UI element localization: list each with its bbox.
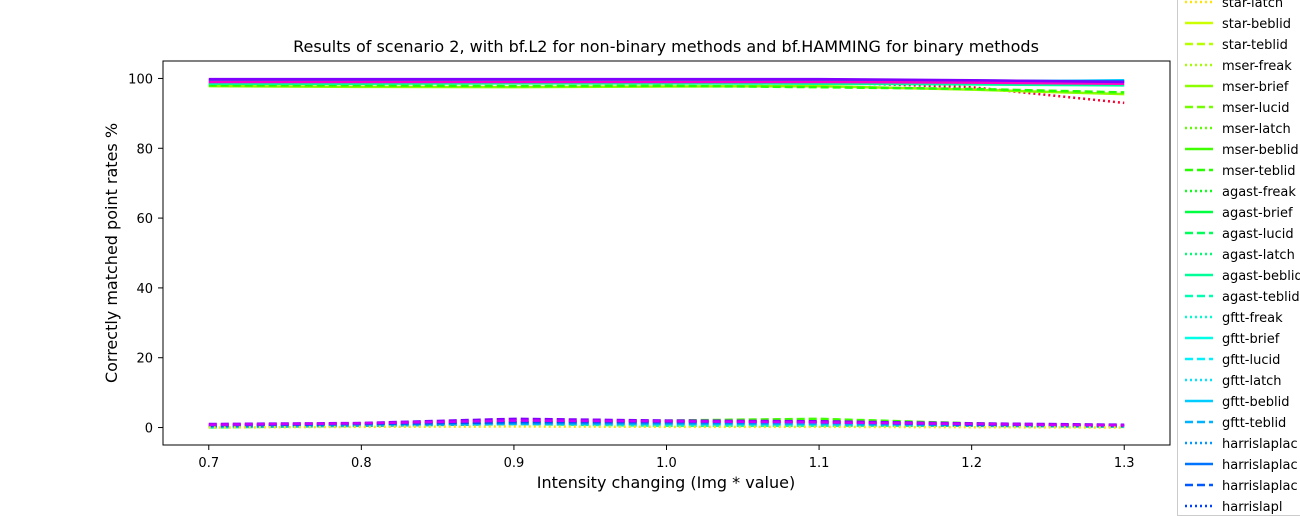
legend-entry-label: harrislaplac (1222, 437, 1298, 452)
legend-entry-label: agast-lucid (1222, 227, 1294, 242)
legend-entry-label: gftt-freak (1222, 311, 1283, 326)
y-axis-label: Correctly matched point rates % (102, 123, 121, 383)
legend-entry-label: gftt-lucid (1222, 353, 1280, 368)
series-line-8 (208, 77, 1125, 84)
legend-entry-label: star-beblid (1222, 17, 1291, 32)
legend-entry-label: agast-teblid (1222, 290, 1300, 305)
legend-entry-label: mser-beblid (1222, 143, 1299, 158)
legend-entry-label: agast-latch (1222, 248, 1295, 263)
series-line-15 (208, 419, 1125, 427)
series-line-7 (208, 80, 1125, 85)
legend-entry-label: agast-brief (1222, 206, 1293, 221)
legend-entry-label: gftt-teblid (1222, 416, 1286, 431)
legend-entry-label: agast-freak (1222, 185, 1296, 200)
x-tick-label: 0.7 (198, 456, 219, 471)
legend-entry-label: star-teblid (1222, 38, 1288, 53)
y-tick-label: 0 (145, 422, 153, 437)
legend-entry-label: mser-teblid (1222, 164, 1295, 179)
series-line-2 (208, 84, 1125, 96)
series-line-4 (208, 82, 1125, 87)
legend-entry-label: gftt-latch (1222, 374, 1282, 389)
y-tick-label: 80 (136, 142, 153, 157)
y-tick-label: 60 (136, 212, 153, 227)
legend-svg: star-latch star-beblid star-teblid mser-fre… (1185, 0, 1300, 515)
legend-entry-label: mser-latch (1222, 122, 1291, 137)
chart-title: Results of scenario 2, with bf.L2 for no… (293, 37, 1039, 56)
x-tick-label: 1.1 (809, 456, 830, 471)
plot-frame (162, 60, 1171, 446)
legend-entry-label: mser-brief (1222, 80, 1289, 95)
x-axis-label: Intensity changing (Img * value) (537, 473, 795, 492)
legend-entry-label: star-latch (1222, 0, 1283, 11)
legend-entry-label: harrislaplac (1222, 458, 1298, 473)
legend-entry-label: harrislapl (1222, 500, 1283, 515)
x-tick-label: 1.3 (1114, 456, 1135, 471)
x-tick-label: 1.0 (656, 456, 677, 471)
legend-entry-label: mser-lucid (1222, 101, 1290, 116)
x-tick-label: 0.9 (504, 456, 525, 471)
x-tick-label: 1.2 (961, 456, 982, 471)
series-layer (208, 77, 1125, 429)
x-tick-label: 0.8 (351, 456, 372, 471)
series-line-3 (208, 84, 1125, 94)
legend-entry-label: gftt-beblid (1222, 395, 1289, 410)
legend-entry-label: mser-freak (1222, 59, 1292, 74)
y-tick-label: 100 (128, 72, 153, 87)
legend: star-latch star-beblid star-teblid mser-fre… (1177, 0, 1300, 516)
chart-svg: Results of scenario 2, with bf.L2 for no… (102, 37, 1171, 492)
y-tick-label: 40 (136, 282, 153, 297)
legend-entry-label: agast-beblid (1222, 269, 1300, 284)
y-tick-label: 20 (136, 352, 153, 367)
legend-entry-label: harrislaplac (1222, 479, 1298, 494)
legend-entry-label: gftt-brief (1222, 332, 1280, 347)
tick-layer: 0.7 0.8 0.9 1.0 1.1 1.2 1.3 0 20 40 60 80 100 (128, 72, 1134, 471)
